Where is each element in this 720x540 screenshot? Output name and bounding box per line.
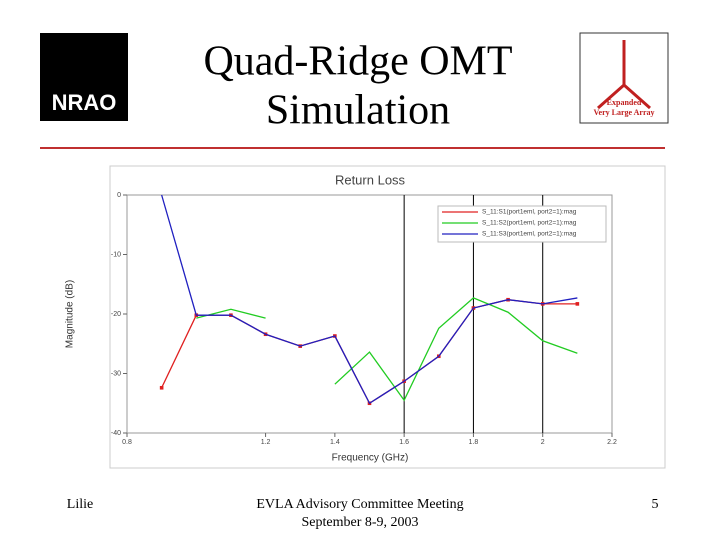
legend-label: S_11:S1(port1eml, port2=1):mag bbox=[482, 209, 577, 216]
legend-label: S_11:S3(port1eml, port2=1):mag bbox=[482, 231, 577, 238]
y-axis-label: Magnitude (dB) bbox=[65, 280, 76, 348]
x-tick-label: 1.2 bbox=[261, 439, 271, 446]
x-tick-label: 1.8 bbox=[469, 439, 479, 446]
evla-logo-text: Expanded bbox=[607, 98, 642, 107]
evla-logo-mark bbox=[597, 40, 651, 110]
nrao-logo-text: NRAO bbox=[52, 90, 117, 115]
point bbox=[159, 385, 164, 390]
legend-label: S_11:S2(port1eml, port2=1):mag bbox=[482, 220, 577, 227]
y-tick-label: -10 bbox=[111, 251, 121, 258]
y-tick-label: 0 bbox=[117, 192, 121, 199]
footer-left: Lilie bbox=[67, 497, 93, 512]
footer-center: September 8-9, 2003 bbox=[301, 515, 418, 530]
series-line bbox=[161, 194, 578, 405]
footer-center: EVLA Advisory Committee Meeting bbox=[256, 497, 463, 512]
nrao-logo bbox=[40, 33, 128, 121]
x-tick-label: 2 bbox=[541, 439, 545, 446]
footer-right: 5 bbox=[652, 497, 659, 512]
x-tick-label: 1.6 bbox=[399, 439, 409, 446]
y-tick-label: -40 bbox=[111, 430, 121, 437]
y-tick-label: -20 bbox=[111, 311, 121, 318]
y-tick-label: -30 bbox=[111, 370, 121, 377]
x-tick-label: 1.4 bbox=[330, 439, 340, 446]
x-tick-label: 2.2 bbox=[607, 439, 617, 446]
point bbox=[575, 302, 580, 306]
chart-title: Return Loss bbox=[335, 172, 406, 187]
x-tick-label: 0.8 bbox=[122, 439, 132, 446]
slide-title: Simulation bbox=[266, 88, 450, 134]
x-axis-label: Frequency (GHz) bbox=[332, 453, 409, 464]
slide-title: Quad-Ridge OMT bbox=[203, 39, 512, 85]
evla-logo-text: Very Large Array bbox=[593, 108, 654, 117]
